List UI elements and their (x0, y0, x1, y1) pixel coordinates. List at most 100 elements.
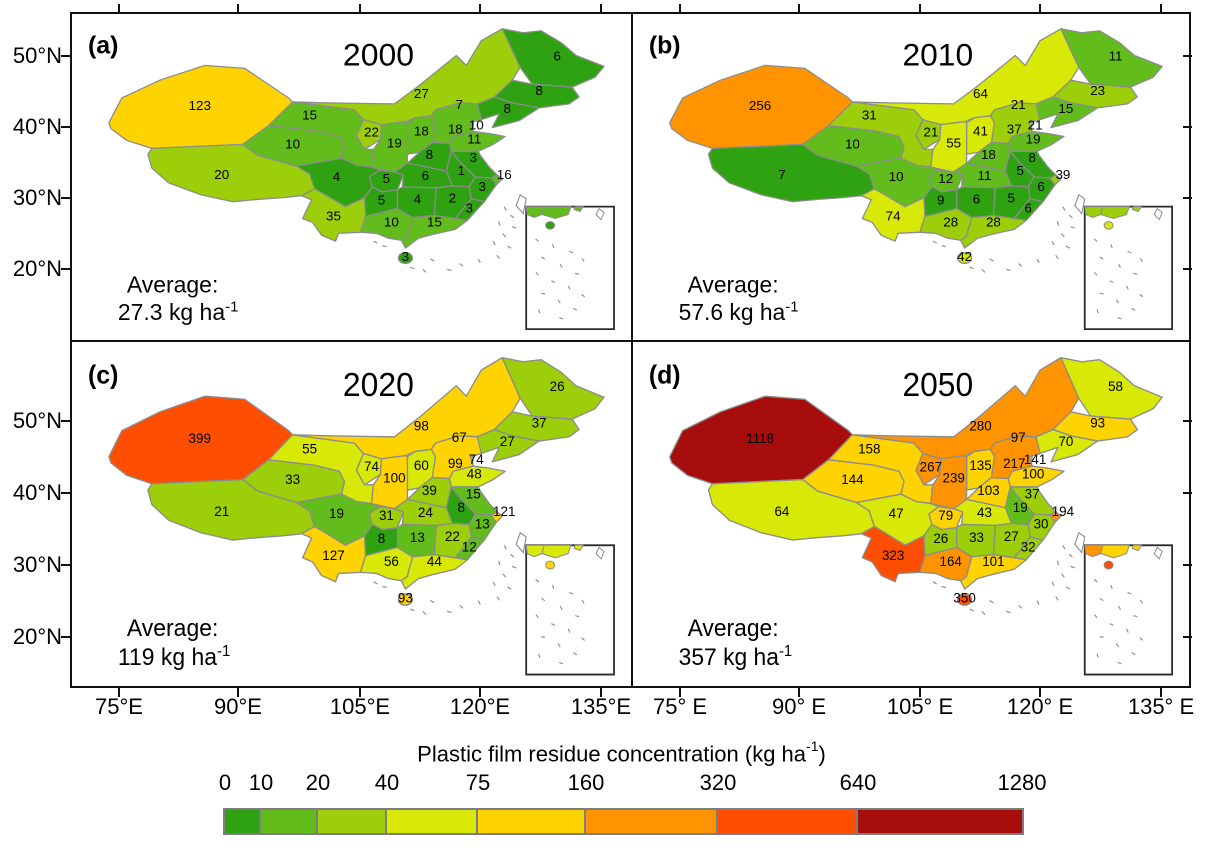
province-hainan (397, 593, 414, 606)
province-value-xinjiang: 1118 (746, 431, 774, 446)
lon-tick-label: 135°E (570, 694, 632, 719)
panel-letter: (c) (88, 361, 118, 390)
inset-island-dash (535, 238, 540, 242)
province-value-tianjin: 10 (469, 118, 484, 133)
lat-tick-label: 30°N (12, 552, 62, 577)
coastal-island-dash (969, 266, 974, 270)
inset-island-dash (575, 615, 580, 618)
province-value-jilin: 93 (1090, 415, 1105, 430)
average-value-exponent: -1 (225, 299, 238, 315)
lon-tick-mark-top (1039, 4, 1041, 13)
coastal-island-dash (941, 585, 947, 588)
lon-tick-label: 105°E (329, 694, 391, 719)
province-value-gansu: 158 (858, 441, 881, 456)
inset-island-dash (1126, 285, 1129, 290)
lat-tick-mark-right (1183, 636, 1192, 638)
average-value-exponent: -1 (217, 642, 230, 659)
legend-color-segment (586, 810, 718, 833)
coastal-island-dash (1062, 545, 1066, 550)
inset-island-dash (1117, 661, 1122, 665)
province-heilongjiang (1060, 28, 1163, 88)
inset-coast-guangdong (1100, 544, 1131, 559)
province-value-heilongjiang: 11 (1109, 48, 1123, 63)
lat-tick-label: 50°N (12, 408, 62, 433)
province-heilongjiang (501, 356, 605, 420)
coastal-island-dash (1070, 565, 1076, 569)
province-value-shanxi: 60 (414, 458, 429, 473)
inset-island-dash (1093, 614, 1098, 619)
inset-island-dash (1139, 258, 1143, 262)
inset-taiwan-island (1153, 207, 1163, 221)
lon-tick-label: 135° E (1127, 694, 1195, 719)
taiwan-island (515, 531, 527, 554)
province-value-qinghai: 144 (841, 471, 864, 486)
taiwan-island (515, 193, 527, 215)
coastal-island-dash (511, 565, 517, 569)
coastal-island-dash (373, 581, 378, 585)
coastal-island-dash (1051, 581, 1055, 587)
province-value-henan: 8 (426, 147, 433, 162)
legend-color-segment (318, 810, 387, 833)
province-value-heilongjiang: 6 (553, 48, 560, 63)
province-shanxi (406, 448, 436, 491)
south-china-sea-inset (1083, 544, 1174, 676)
average-value-text: 357 kg ha (679, 644, 780, 671)
province-value-hainan: 42 (957, 249, 972, 264)
province-guangdong (400, 553, 468, 590)
panel-letter: (d) (649, 361, 681, 390)
inset-coast-guangxi (1084, 206, 1104, 219)
coastal-island-dash (1068, 553, 1073, 558)
coastal-island-dash (430, 258, 435, 262)
inset-island-dash (551, 623, 556, 626)
province-value-hunan: 13 (410, 530, 425, 545)
coastal-island-dash (1056, 560, 1060, 566)
lon-tick-mark-top (359, 4, 361, 13)
province-value-jiangxi: 5 (1008, 191, 1015, 206)
province-value-shaanxi: 19 (387, 135, 402, 150)
lat-tick-mark-right (1183, 197, 1192, 199)
lon-tick-label: 120°E (449, 694, 511, 719)
average-value: 27.3 kg ha-1 (118, 299, 238, 325)
province-value-shanghai: 39 (1055, 167, 1070, 182)
lon-tick-label: 90° E (771, 694, 827, 719)
province-ningxia (915, 119, 942, 150)
inset-coast-guangxi (1084, 544, 1104, 558)
province-value-heilongjiang: 26 (550, 379, 565, 394)
province-value-tianjin: 141 (1024, 452, 1046, 467)
coastal-island-dash (510, 553, 515, 558)
lat-tick-label: 40°N (12, 480, 62, 505)
inset-island-dash (1096, 653, 1099, 658)
coastal-island-dash (969, 608, 974, 612)
lat-tick-mark-left (61, 492, 70, 494)
coastal-island-dash (503, 206, 507, 211)
lon-tick-mark-top (1160, 4, 1162, 13)
panel-a: 123 20 10 15 27 6 8 8 7 10 18 18 11 22 19 8 3 1 16 6 3 4 5 4 2 3 5… (72, 14, 631, 340)
lat-tick-label: 50°N (12, 43, 62, 68)
coastal-island-dash (507, 586, 512, 590)
inset-coast-east (573, 206, 584, 213)
panel-divider-horizontal (72, 340, 1189, 342)
province-value-beijing: 97 (1011, 430, 1026, 445)
lon-tick-mark-top (919, 4, 921, 13)
inset-island-dash (1110, 244, 1113, 249)
year-label: 2010 (902, 36, 973, 72)
province-value-hunan: 4 (414, 192, 422, 207)
coastal-island-dash (496, 254, 500, 260)
inset-island-dash (581, 293, 585, 298)
province-value-xinjiang: 256 (749, 98, 771, 113)
inset-island-dash (551, 280, 556, 284)
legend-color-segment (478, 810, 586, 833)
province-value-hainan: 93 (398, 590, 413, 605)
inset-island-dash (1099, 636, 1104, 638)
province-shanxi (406, 115, 436, 155)
province-value-ningxia: 267 (920, 459, 942, 474)
province-value-anhui: 5 (1016, 163, 1023, 178)
province-value-shanghai: 194 (1052, 504, 1075, 519)
province-value-neimenggu: 27 (414, 86, 429, 101)
province-value-guangxi: 10 (384, 214, 399, 229)
inset-island-dash (1099, 597, 1104, 602)
